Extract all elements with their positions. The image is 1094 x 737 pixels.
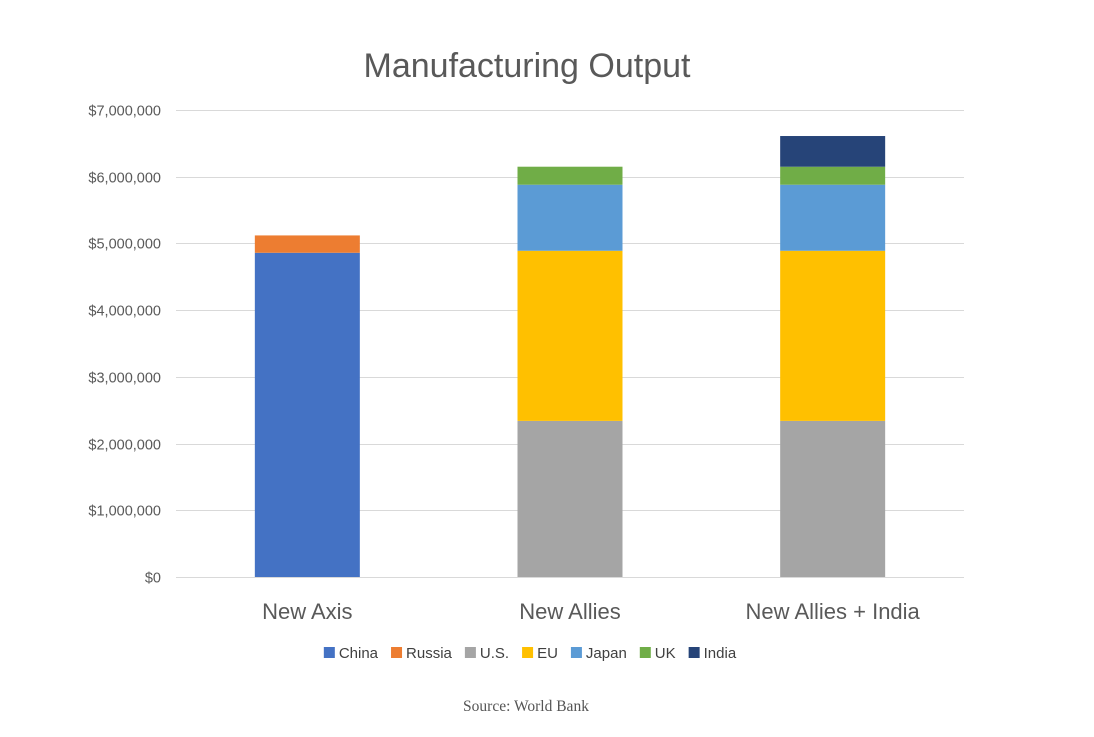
legend-label: China xyxy=(339,645,379,662)
bar-segment-eu xyxy=(780,250,886,421)
bar-segment-u-s xyxy=(780,420,886,577)
bar-segment-japan xyxy=(780,184,886,251)
x-tick-label: New Allies + India xyxy=(746,599,921,624)
x-axis-tick-labels: New Axis New Allies New Allies + India xyxy=(262,599,920,624)
y-axis-tick-labels: $0 $1,000,000 $2,000,000 $3,000,000 $4,000,0… xyxy=(88,104,161,587)
legend-item: Japan xyxy=(570,645,627,662)
legend-swatch xyxy=(323,647,335,658)
legend-item: U.S. xyxy=(464,645,509,662)
legend-swatch xyxy=(391,647,403,658)
y-tick-label: $0 xyxy=(145,571,161,587)
legend-swatch xyxy=(522,647,534,658)
x-tick-label: New Allies xyxy=(519,599,620,624)
bar-segment-uk xyxy=(517,166,623,185)
y-tick-label: $1,000,000 xyxy=(88,504,161,520)
legend-label: UK xyxy=(655,645,676,662)
source-note: Source: World Bank xyxy=(463,698,589,715)
y-tick-label: $2,000,000 xyxy=(88,438,161,454)
chart-title: Manufacturing Output xyxy=(364,47,692,85)
x-tick-label: New Axis xyxy=(262,599,352,624)
y-tick-label: $3,000,000 xyxy=(88,371,161,387)
bars xyxy=(254,136,886,578)
legend-swatch xyxy=(464,647,476,658)
bar-segment-eu xyxy=(517,250,623,421)
legend-swatch xyxy=(688,647,700,658)
legend-label: Japan xyxy=(586,645,627,662)
legend-item: India xyxy=(688,645,737,662)
bar-segment-china xyxy=(254,252,360,578)
legend-item: UK xyxy=(639,645,676,662)
legend-swatch xyxy=(639,647,651,658)
y-tick-label: $7,000,000 xyxy=(88,104,161,120)
bar-segment-u-s xyxy=(517,420,623,577)
legend-label: Russia xyxy=(406,645,453,662)
legend-item: Russia xyxy=(391,645,453,662)
legend-swatch xyxy=(570,647,582,658)
legend-label: India xyxy=(704,645,737,662)
bar-segment-uk xyxy=(780,166,886,185)
y-tick-label: $5,000,000 xyxy=(88,237,161,253)
legend-label: U.S. xyxy=(480,645,509,662)
bar-segment-russia xyxy=(254,235,360,253)
y-tick-label: $6,000,000 xyxy=(88,171,161,187)
bar-segment-india xyxy=(780,136,886,167)
legend-item: China xyxy=(323,645,379,662)
legend-label: EU xyxy=(537,645,558,662)
legend-item: EU xyxy=(522,645,558,662)
legend: China Russia U.S. EU Japan UK India xyxy=(323,645,737,662)
y-tick-label: $4,000,000 xyxy=(88,304,161,320)
bar-segment-japan xyxy=(517,184,623,251)
